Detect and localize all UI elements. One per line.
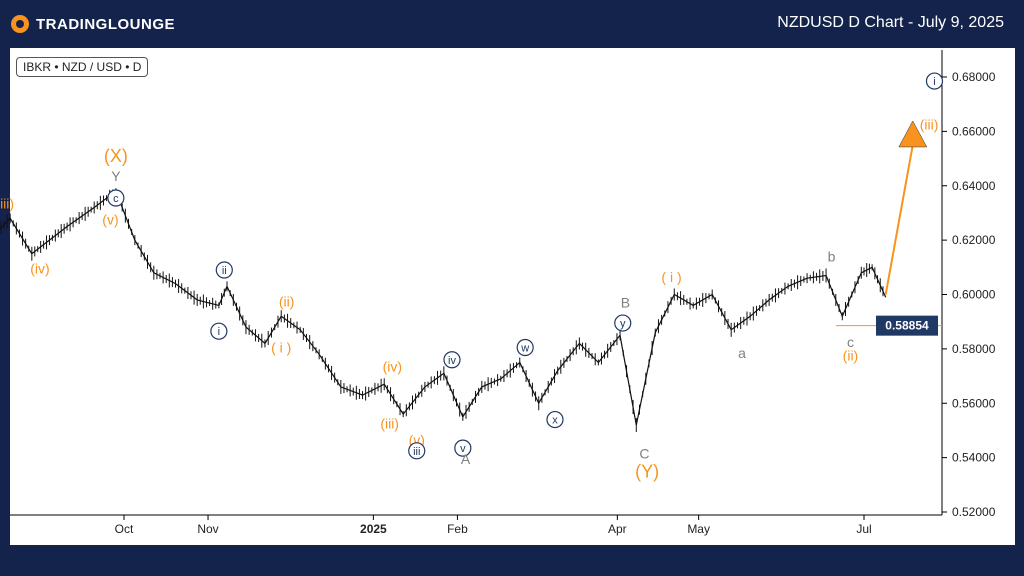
wave-label: c: [113, 193, 119, 205]
wave-label: (X): [104, 146, 128, 166]
wave-label: ( i ): [271, 340, 291, 356]
wave-label: (Y): [635, 462, 659, 482]
wave-label: i: [933, 76, 935, 88]
symbol-label: IBKR • NZD / USD • D: [16, 57, 149, 77]
wave-label: x: [552, 415, 558, 427]
x-tick-label: May: [687, 522, 710, 536]
x-tick-label: 2025: [360, 522, 387, 536]
projection-arrowhead-icon: [898, 120, 928, 148]
wave-label: w: [520, 343, 529, 355]
y-tick-label: 0.52000: [952, 505, 996, 519]
x-tick-label: Apr: [608, 522, 627, 536]
wave-label: b: [828, 248, 836, 264]
logo-text: TRADINGLOUNGE: [36, 15, 175, 33]
wave-label: (ii): [843, 348, 859, 364]
wave-circle-icon: [408, 442, 426, 460]
current-price-box: [876, 315, 938, 336]
wave-label: B: [621, 295, 630, 311]
wave-circle-icon: [614, 314, 632, 332]
wave-circle-icon: [516, 338, 534, 357]
projection-line: [884, 144, 914, 295]
wave-label: Y: [111, 168, 121, 184]
x-tick-label: Feb: [447, 522, 468, 536]
y-tick-label: 0.64000: [952, 179, 996, 193]
wave-circle-icon: [215, 261, 233, 279]
wave-label: y: [620, 318, 626, 330]
y-tick-label: 0.68000: [952, 70, 996, 84]
wave-label: C: [639, 446, 649, 462]
y-tick-label: 0.66000: [952, 124, 996, 138]
wave-label: i: [218, 326, 220, 338]
wave-circle-icon: [107, 189, 125, 207]
chart-title: NZDUSD D Chart - July 9, 2025: [777, 14, 1004, 31]
wave-label: A: [461, 451, 471, 467]
wave-label: iv: [448, 355, 456, 367]
tradinglounge-logo: TRADINGLOUNGE: [10, 12, 175, 36]
wave-circle-icon: [210, 322, 228, 340]
y-tick-label: 0.58000: [952, 342, 996, 356]
wave-circle-icon: [546, 410, 564, 429]
x-tick-label: Nov: [197, 522, 218, 536]
x-tick-label: Jul: [856, 522, 871, 536]
y-tick-label: 0.60000: [952, 288, 996, 302]
wave-label: a: [738, 345, 746, 361]
wave-label: (iii): [380, 416, 399, 432]
wave-label: (iv): [383, 359, 402, 375]
chart-area: [10, 48, 1015, 545]
wave-label: v: [460, 443, 466, 455]
wave-label: iii: [413, 446, 420, 458]
wave-label: (iii): [920, 117, 939, 133]
wave-label: ii: [222, 265, 227, 277]
wave-label: ( i ): [661, 269, 681, 285]
y-tick-label: 0.62000: [952, 233, 996, 247]
footer-bar: [0, 545, 1024, 576]
wave-label: (ii): [279, 293, 295, 309]
wave-circle-icon: [925, 72, 944, 90]
wave-label: (iv): [30, 261, 49, 277]
y-tick-label: 0.56000: [952, 396, 996, 410]
y-tick-label: 0.54000: [952, 451, 996, 465]
wave-label: (iii): [0, 195, 14, 211]
current-price-label: 0.58854: [885, 319, 929, 333]
x-tick-label: Oct: [115, 522, 134, 536]
header-bar: [0, 0, 1024, 48]
wave-label: (v): [102, 212, 118, 228]
wave-circle-icon: [443, 351, 461, 369]
wave-circle-icon: [454, 439, 472, 457]
logo-mark-icon: [11, 15, 29, 33]
wave-label: c: [847, 334, 854, 350]
